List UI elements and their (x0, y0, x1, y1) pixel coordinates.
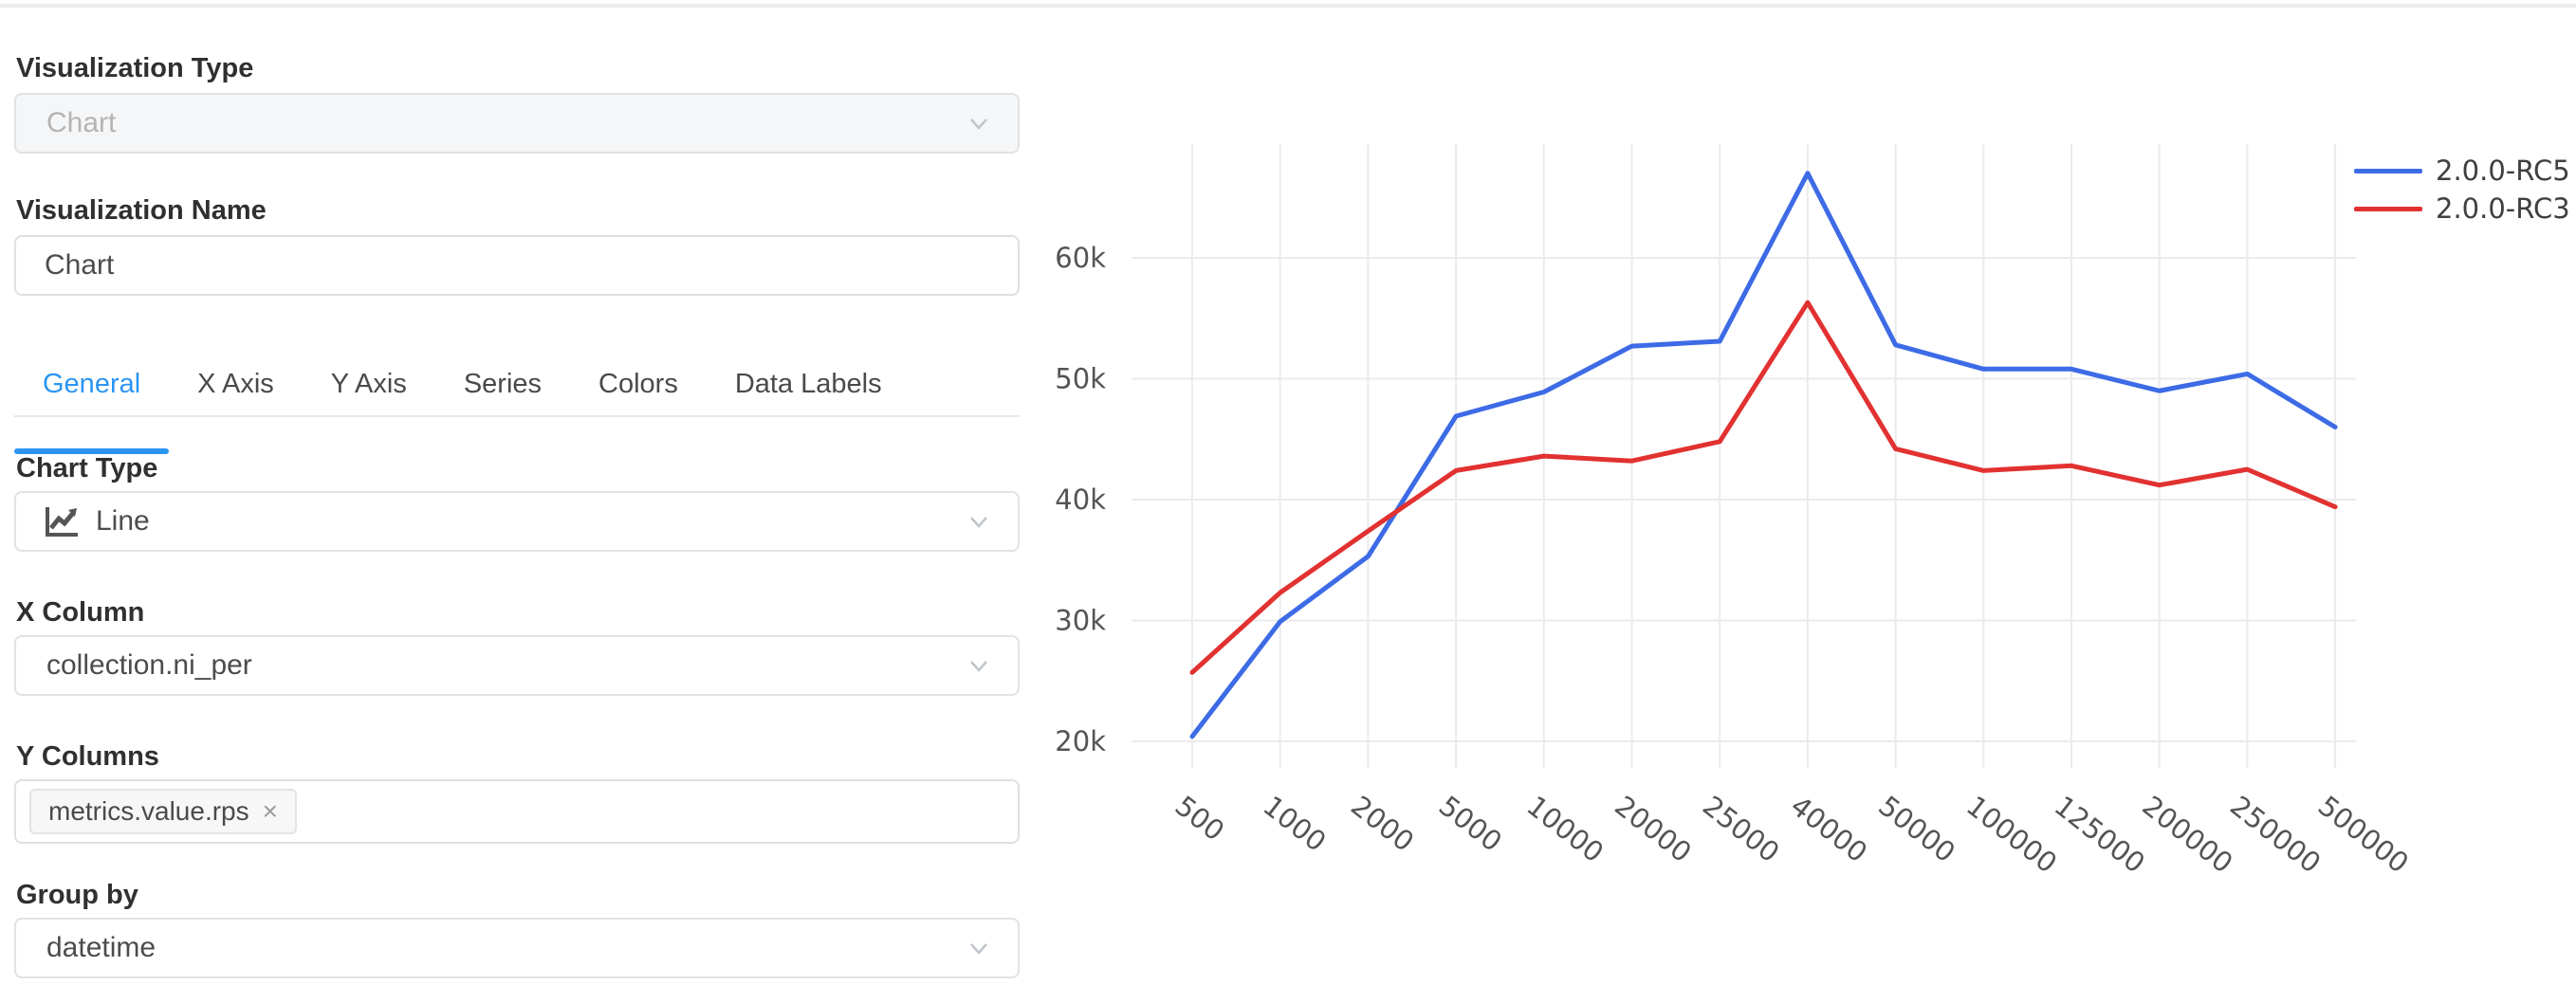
svg-text:50k: 50k (1055, 363, 1106, 395)
chevron-down-icon (965, 109, 993, 137)
legend-item[interactable]: 2.0.0-RC5 (2354, 152, 2570, 190)
tab-general[interactable]: General (14, 349, 170, 454)
svg-text:40k: 40k (1055, 483, 1106, 516)
svg-text:2000: 2000 (1345, 790, 1420, 858)
chart-legend: 2.0.0-RC5 2.0.0-RC3 (2354, 152, 2570, 228)
tabs-divider (14, 415, 1020, 417)
tab-colors[interactable]: Colors (598, 368, 678, 399)
chart-type-select[interactable]: Line (14, 491, 1020, 552)
legend-label: 2.0.0-RC3 (2436, 192, 2570, 225)
svg-text:200000: 200000 (2136, 790, 2238, 880)
visualization-name-input[interactable] (14, 235, 1020, 296)
svg-text:20000: 20000 (1609, 790, 1698, 869)
svg-text:500: 500 (1169, 790, 1231, 848)
group-by-value: datetime (46, 932, 156, 963)
remove-tag-icon[interactable]: × (262, 796, 278, 826)
chart-type-label: Chart Type (16, 453, 158, 483)
svg-text:5000: 5000 (1433, 790, 1508, 858)
svg-text:20k: 20k (1055, 725, 1106, 757)
group-by-label: Group by (16, 880, 138, 910)
svg-text:500000: 500000 (2312, 790, 2415, 880)
svg-text:25000: 25000 (1697, 790, 1786, 869)
legend-line-swatch-red (2354, 206, 2422, 211)
svg-text:250000: 250000 (2224, 790, 2327, 880)
tab-y-axis[interactable]: Y Axis (330, 368, 407, 399)
svg-text:125000: 125000 (2049, 790, 2151, 880)
y-columns-label: Y Columns (16, 741, 159, 772)
chevron-down-icon (965, 934, 993, 962)
chevron-down-icon (965, 507, 993, 536)
svg-text:60k: 60k (1055, 242, 1106, 274)
svg-text:100000: 100000 (1960, 790, 2063, 880)
settings-tabs: General X Axis Y Axis Series Colors Data… (14, 349, 1020, 454)
tab-series[interactable]: Series (463, 368, 543, 399)
chevron-down-icon (965, 651, 993, 680)
y-column-tag: metrics.value.rps × (29, 789, 297, 834)
y-column-tag-text: metrics.value.rps (48, 796, 249, 826)
visualization-type-value: Chart (46, 107, 117, 138)
legend-line-swatch-blue (2354, 168, 2422, 173)
x-column-label: X Column (16, 597, 145, 628)
page-top-divider (0, 4, 2576, 8)
tab-x-axis[interactable]: X Axis (197, 368, 274, 399)
y-columns-multiselect[interactable]: metrics.value.rps × (14, 779, 1020, 844)
svg-text:10000: 10000 (1520, 790, 1610, 869)
group-by-select[interactable]: datetime (14, 918, 1020, 978)
visualization-name-label: Visualization Name (16, 195, 267, 226)
tab-data-labels[interactable]: Data Labels (734, 368, 882, 399)
svg-text:1000: 1000 (1257, 790, 1332, 858)
visualization-type-select[interactable]: Chart (14, 93, 1020, 154)
svg-text:30k: 30k (1055, 605, 1106, 637)
visualization-type-label: Visualization Type (16, 53, 254, 83)
x-column-value: collection.ni_per (46, 649, 252, 681)
line-chart-icon (45, 505, 81, 538)
legend-item[interactable]: 2.0.0-RC3 (2354, 190, 2570, 228)
chart-type-value: Line (96, 505, 150, 537)
x-column-select[interactable]: collection.ni_per (14, 635, 1020, 696)
svg-text:50000: 50000 (1872, 790, 1961, 869)
svg-text:40000: 40000 (1785, 790, 1874, 869)
legend-label: 2.0.0-RC5 (2436, 155, 2570, 187)
